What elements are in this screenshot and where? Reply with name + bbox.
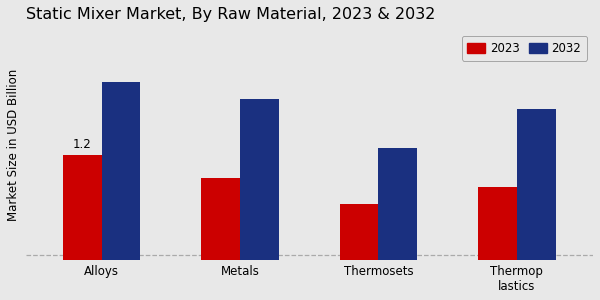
Legend: 2023, 2032: 2023, 2032 (461, 36, 587, 61)
Bar (240, 99, 279, 300)
Bar (379, 148, 417, 300)
Bar (478, 188, 517, 300)
Bar (63, 154, 101, 300)
Bar (101, 82, 140, 300)
Bar (202, 178, 240, 300)
Bar (517, 109, 556, 300)
Bar (340, 204, 379, 300)
Text: 1.2: 1.2 (73, 138, 92, 151)
Y-axis label: Market Size in USD Billion: Market Size in USD Billion (7, 69, 20, 221)
Text: Static Mixer Market, By Raw Material, 2023 & 2032: Static Mixer Market, By Raw Material, 20… (26, 7, 435, 22)
